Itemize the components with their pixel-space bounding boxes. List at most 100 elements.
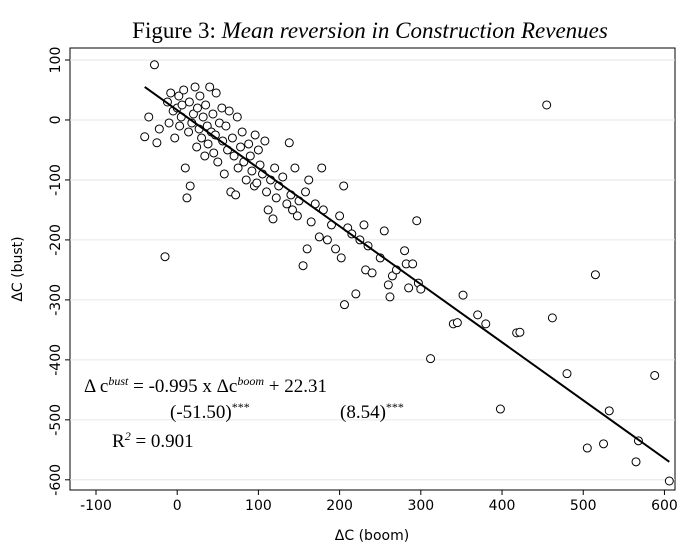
point	[205, 82, 215, 92]
point	[278, 172, 288, 182]
annotation-sup: ***	[386, 400, 404, 414]
point	[650, 370, 660, 380]
point	[292, 211, 302, 221]
point	[271, 193, 281, 203]
point	[149, 60, 159, 70]
point	[582, 443, 592, 453]
point	[481, 319, 491, 329]
annotation-sup: ***	[232, 400, 250, 414]
point	[314, 232, 324, 242]
x-tick-label: 200	[326, 498, 353, 514]
point	[175, 121, 185, 131]
point	[160, 252, 170, 262]
point	[247, 166, 257, 176]
point	[197, 133, 207, 143]
point	[336, 253, 346, 263]
y-tick-label: -400	[48, 344, 64, 376]
point	[250, 130, 260, 140]
point	[452, 318, 462, 328]
point	[404, 283, 414, 293]
point	[221, 121, 231, 131]
point	[192, 142, 202, 152]
point	[231, 190, 241, 200]
y-tick-label: -600	[48, 464, 64, 496]
point	[458, 290, 468, 300]
y-tick-label: 100	[48, 47, 64, 74]
point	[590, 270, 600, 280]
point	[282, 199, 292, 209]
y-tick-label: -500	[48, 404, 64, 436]
point	[152, 138, 162, 148]
x-axis-label: ΔC (boom)	[335, 528, 409, 544]
point	[174, 91, 184, 101]
point	[412, 216, 422, 226]
y-axis-label: ΔC (bust)	[10, 236, 26, 301]
point	[190, 82, 200, 92]
point	[233, 163, 243, 173]
point	[185, 181, 195, 191]
point	[192, 103, 202, 113]
annotation-sup: boom	[237, 374, 264, 388]
point	[379, 226, 389, 236]
point	[209, 148, 219, 158]
point	[495, 404, 505, 414]
point	[317, 163, 327, 173]
point	[367, 268, 377, 278]
point	[252, 178, 262, 188]
point	[213, 157, 223, 167]
point	[270, 163, 280, 173]
fit-line	[144, 86, 670, 463]
annotation-part: (-51.50)	[170, 402, 232, 423]
point	[542, 100, 552, 110]
point	[184, 127, 194, 137]
point	[262, 187, 272, 197]
x-tick-label: -100	[80, 498, 112, 514]
point	[322, 235, 332, 245]
annotation-part: = 0.901	[131, 431, 194, 452]
title-main: Mean reversion in Construction Revenues	[221, 18, 608, 43]
point	[599, 439, 609, 449]
point	[237, 127, 247, 137]
point	[208, 109, 218, 119]
annotation: (-51.50)*** (8.54)***	[170, 400, 404, 423]
y-tick-label: 0	[48, 116, 64, 125]
annotation-sup: bust	[108, 374, 129, 388]
point	[203, 139, 213, 149]
point	[664, 476, 674, 486]
point	[184, 97, 194, 107]
annotation: Δ cbust = -0.995 x Δcboom + 22.31	[84, 374, 327, 397]
annotation-part: + 22.31	[264, 376, 327, 397]
point	[179, 85, 189, 95]
point	[290, 163, 300, 173]
point	[473, 310, 483, 320]
point	[217, 103, 227, 113]
x-tick-label: 300	[407, 498, 434, 514]
point	[260, 136, 270, 146]
point	[245, 151, 255, 161]
point	[211, 88, 221, 98]
x-tick-label: 600	[651, 498, 678, 514]
point	[200, 151, 210, 161]
x-tick-label: 400	[489, 498, 516, 514]
point	[339, 300, 349, 310]
x-tick-label: 100	[245, 498, 272, 514]
point	[306, 217, 316, 227]
point	[304, 175, 314, 185]
point	[301, 187, 311, 197]
point	[408, 259, 418, 269]
point	[219, 169, 229, 179]
annotation: R2 = 0.901	[112, 429, 194, 452]
point	[170, 133, 180, 143]
point	[631, 457, 641, 467]
y-tick-label: -200	[48, 224, 64, 256]
annotation-part: (8.54)	[340, 402, 386, 423]
point	[400, 246, 410, 256]
point	[302, 244, 312, 254]
point	[604, 406, 614, 416]
point	[244, 139, 254, 149]
point	[140, 132, 150, 142]
point	[232, 112, 242, 122]
point	[284, 138, 294, 148]
